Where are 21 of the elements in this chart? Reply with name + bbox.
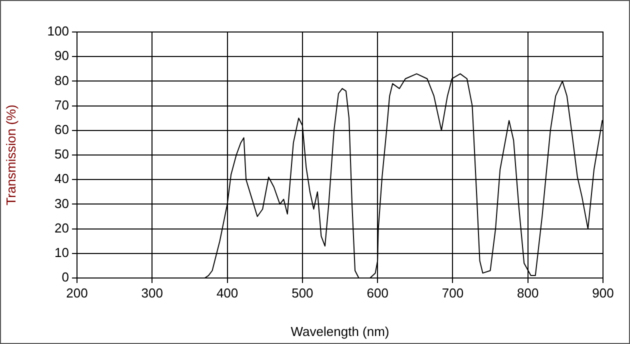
y-tick-label: 50 (54, 146, 69, 162)
y-tick-label: 20 (54, 220, 69, 236)
x-axis-title: Wavelength (nm) (290, 324, 390, 339)
y-tick-label: 100 (47, 24, 69, 39)
y-tick-label: 60 (54, 122, 69, 137)
y-tick-label: 90 (54, 48, 69, 64)
x-tick-label: 300 (141, 285, 163, 300)
x-tick-label: 600 (366, 285, 388, 300)
y-axis-title: Transmission (%) (3, 104, 18, 206)
y-tick-label: 0 (62, 270, 69, 285)
y-tick-label: 70 (54, 97, 69, 112)
x-tick-label: 700 (442, 285, 464, 300)
y-tick-label: 10 (54, 244, 69, 260)
y-tick-label: 30 (54, 196, 69, 211)
x-tick-label: 500 (292, 285, 314, 300)
x-tick-label: 200 (66, 285, 88, 300)
y-tick-label: 80 (54, 72, 69, 88)
x-tick-label: 900 (592, 285, 614, 300)
y-tick-label: 40 (54, 171, 69, 186)
x-tick-label: 800 (517, 285, 539, 300)
x-tick-label: 400 (216, 285, 238, 300)
